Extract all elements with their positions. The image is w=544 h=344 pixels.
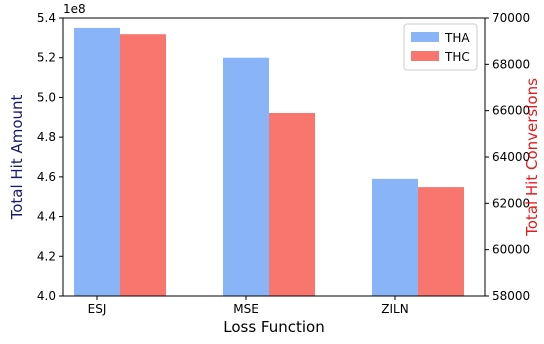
left-tick-label: 4.2 [37, 249, 56, 263]
left-tick-label: 4.8 [37, 130, 56, 144]
left-axis-title: Total Hit Amount [8, 94, 26, 220]
left-tick-label: 5.2 [37, 51, 56, 65]
right-tick-label: 64000 [492, 150, 530, 164]
left-tick-label: 5.4 [37, 11, 56, 25]
right-tick-label: 58000 [492, 289, 530, 303]
right-tick-label: 68000 [492, 57, 530, 71]
x-tick-label: ZILN [381, 302, 408, 316]
left-axis-ticks: 4.0 4.2 4.4 4.6 4.8 5.0 5.2 5.4 [37, 11, 63, 303]
right-tick-label: 70000 [492, 11, 530, 25]
plot-area: 4.0 4.2 4.4 4.6 4.8 5.0 5.2 5.4 58000 60000 62000… [37, 11, 530, 316]
bar-tha-mse [223, 57, 269, 296]
bar-thc-mse [269, 112, 315, 296]
left-tick-label: 4.6 [37, 170, 56, 184]
bar-tha-ziln [372, 178, 418, 296]
legend-label-tha: THA [444, 31, 470, 45]
plot-frame [62, 17, 486, 297]
legend-label-thc: THC [444, 50, 470, 64]
left-axis-multiplier: 1e8 [63, 2, 86, 16]
right-tick-label: 60000 [492, 243, 530, 257]
right-axis-title: Total Hit Conversions [523, 78, 541, 237]
legend-swatch-thc [411, 51, 439, 61]
bars-group [74, 27, 464, 297]
right-tick-label: 62000 [492, 196, 530, 210]
legend-swatch-tha [411, 32, 439, 42]
x-axis-ticks: ESJ MSE ZILN [88, 296, 409, 316]
left-tick-label: 5.0 [37, 90, 56, 104]
x-tick-label: MSE [233, 302, 259, 316]
x-axis-title: Loss Function [223, 318, 324, 336]
legend: THA THC [403, 23, 478, 71]
bar-thc-esj [120, 34, 166, 296]
left-tick-label: 4.4 [37, 210, 56, 224]
bar-tha-esj [74, 27, 120, 297]
right-tick-label: 66000 [492, 104, 530, 118]
bar-thc-ziln [418, 187, 464, 296]
left-tick-label: 4.0 [37, 289, 56, 303]
x-tick-label: ESJ [88, 302, 107, 316]
right-axis-ticks: 58000 60000 62000 64000 66000 68000 70000 [485, 11, 530, 303]
